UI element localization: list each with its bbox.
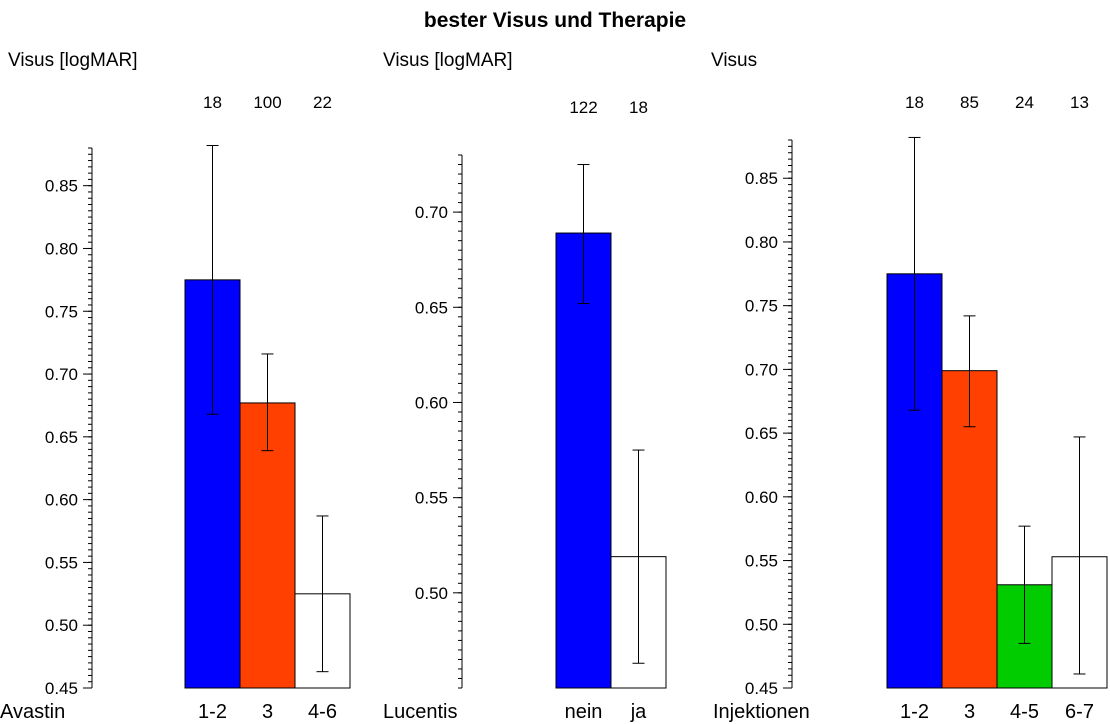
y-tick-label: 0.50 [745,615,778,634]
y-tick-label: 0.55 [745,552,778,571]
y-tick-label: 0.55 [415,489,448,508]
y-tick-label: 0.70 [45,365,78,384]
y-tick-label: 0.65 [745,424,778,443]
y-axis-label: Visus [logMAR] [8,50,138,71]
group-label: Lucentis [383,701,458,723]
chart-panel-2: Visus [logMAR] 0.50 0.55 0.60 0.65 0.70 Lucent… [383,50,667,723]
x-tick-label: 4-5 [1010,701,1039,723]
y-tick-label: 0.80 [45,239,78,258]
chart-panels: Visus [logMAR] 0.45 0.50 0.55 0.60 0.65 0.70 0.… [0,50,1108,723]
y-tick-label: 0.75 [745,297,778,316]
count-label: 22 [313,93,332,112]
y-tick-label: 0.60 [745,488,778,507]
x-tick-label: 1-2 [900,701,929,723]
group-label: Avastin [0,701,65,723]
count-label: 18 [905,93,924,112]
chart-panel-1: Visus [logMAR] 0.45 0.50 0.55 0.60 0.65 0.70 0.… [0,50,351,723]
group-label: Injektionen [713,701,810,723]
y-axis-label: Visus [logMAR] [383,50,513,71]
count-label: 24 [1015,93,1034,112]
y-tick-label: 0.65 [45,428,78,447]
y-tick-label: 0.50 [415,584,448,603]
x-tick-label: 1-2 [198,701,227,723]
y-tick-label: 0.45 [745,679,778,698]
y-tick-label: 0.85 [745,169,778,188]
chart-panel-3: Visus 0.45 0.50 0.55 0.60 0.65 0.70 0.75 0.80 0.8… [711,50,1108,723]
x-tick-label: ja [630,701,647,723]
count-label: 18 [203,93,222,112]
x-tick-label: 6-7 [1065,701,1094,723]
y-tick-label: 0.55 [45,553,78,572]
x-tick-label: 3 [262,701,273,723]
count-label: 122 [569,98,597,117]
y-tick-label: 0.70 [745,360,778,379]
y-tick-label: 0.65 [415,298,448,317]
x-tick-label: 3 [964,701,975,723]
y-tick-label: 0.80 [745,233,778,252]
count-label: 100 [253,93,281,112]
count-label: 85 [960,93,979,112]
count-label: 13 [1070,93,1089,112]
y-tick-label: 0.85 [45,177,78,196]
x-tick-label: nein [565,701,603,723]
y-axis-label: Visus [711,50,757,71]
y-tick-label: 0.45 [45,679,78,698]
chart-title: bester Visus und Therapie [424,9,686,32]
y-tick-label: 0.75 [45,302,78,321]
x-tick-label: 4-6 [308,701,337,723]
count-label: 18 [629,98,648,117]
y-tick-label: 0.70 [415,203,448,222]
y-tick-label: 0.50 [45,616,78,635]
y-tick-label: 0.60 [415,393,448,412]
y-tick-label: 0.60 [45,491,78,510]
